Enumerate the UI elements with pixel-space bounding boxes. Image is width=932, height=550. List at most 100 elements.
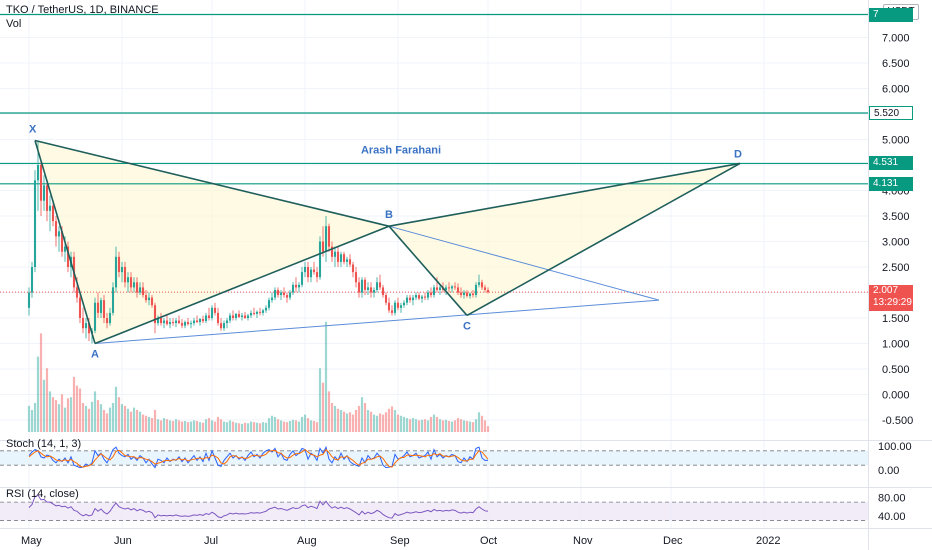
volume-bar bbox=[402, 416, 406, 432]
candle-body bbox=[423, 296, 427, 298]
horizontal-levels bbox=[0, 13, 868, 293]
volume-bar bbox=[393, 409, 397, 432]
volume-bar bbox=[150, 418, 154, 432]
candle-body bbox=[432, 287, 436, 296]
volume-bar bbox=[36, 356, 40, 432]
candle-body bbox=[468, 293, 472, 297]
symbol-title[interactable]: TKO / TetherUS, 1D, BINANCE bbox=[6, 4, 159, 16]
candle-body bbox=[252, 312, 256, 314]
volume-bar bbox=[366, 409, 370, 432]
volume-bar bbox=[360, 397, 364, 432]
candle-body bbox=[360, 279, 364, 293]
candle-body bbox=[303, 267, 307, 273]
candle-body bbox=[351, 264, 355, 273]
volume-bar bbox=[399, 415, 403, 432]
candle-body bbox=[63, 246, 67, 252]
candle-body bbox=[261, 310, 265, 313]
volume-bar bbox=[78, 388, 82, 432]
time-tick-label: Oct bbox=[480, 535, 497, 547]
volume-bar bbox=[45, 368, 49, 432]
candle-body bbox=[348, 259, 352, 265]
pattern-leg bbox=[466, 162, 741, 317]
volume-bar bbox=[417, 420, 421, 432]
candle-body bbox=[435, 287, 439, 290]
volume-bar bbox=[471, 422, 475, 432]
candle-body bbox=[225, 320, 229, 324]
volume-bar bbox=[372, 414, 376, 432]
candle-body bbox=[267, 300, 271, 308]
volume-bar bbox=[384, 412, 388, 432]
volume-bar bbox=[96, 400, 100, 432]
volume-bar bbox=[81, 403, 85, 432]
candle-body bbox=[366, 287, 370, 290]
volume-bar bbox=[252, 422, 256, 432]
time-tick-label: Sep bbox=[390, 535, 410, 547]
volume-bar bbox=[363, 403, 367, 432]
volume-bar bbox=[51, 397, 55, 432]
volume-bar bbox=[225, 422, 229, 432]
volume-bar bbox=[192, 420, 196, 432]
time-tick-label: Jun bbox=[114, 535, 132, 547]
candle-body bbox=[399, 305, 403, 308]
volume-bar bbox=[294, 420, 298, 432]
volume-bar bbox=[219, 419, 223, 432]
volume-bar bbox=[483, 420, 487, 432]
candle-body bbox=[309, 269, 313, 278]
volume-bar bbox=[168, 420, 172, 432]
candle-body bbox=[237, 313, 241, 317]
volume-bar bbox=[123, 405, 127, 432]
volume-bar bbox=[282, 421, 286, 432]
candle-body bbox=[171, 322, 175, 324]
candle-body bbox=[111, 287, 115, 313]
volume-bar bbox=[312, 420, 316, 432]
volume-bar bbox=[288, 420, 292, 432]
volume-bar bbox=[270, 415, 274, 432]
candle-body bbox=[132, 282, 136, 288]
candle-body bbox=[324, 226, 328, 252]
volume-bar bbox=[306, 418, 310, 432]
candle-body bbox=[60, 231, 64, 252]
volume-bar bbox=[342, 411, 346, 432]
candle-body bbox=[408, 297, 412, 301]
time-tick-label: Dec bbox=[663, 535, 683, 547]
candle-body bbox=[168, 322, 172, 325]
candle-body bbox=[165, 320, 169, 325]
pattern-leg bbox=[34, 140, 96, 344]
candle-body bbox=[417, 295, 421, 299]
volume-bar bbox=[207, 418, 211, 432]
candle-body bbox=[486, 289, 490, 293]
candle-body bbox=[141, 287, 145, 296]
pattern-point-label: D bbox=[734, 148, 742, 160]
candle-body bbox=[153, 305, 157, 324]
candle-body bbox=[402, 302, 406, 306]
candle-body bbox=[405, 297, 409, 303]
volume-bar bbox=[249, 421, 253, 432]
candle-body bbox=[264, 307, 268, 311]
candle-body bbox=[318, 241, 322, 278]
candle-body bbox=[117, 256, 121, 273]
candle-body bbox=[108, 312, 112, 324]
candle-body bbox=[138, 287, 142, 293]
candle-body bbox=[273, 289, 277, 298]
volume-bar bbox=[261, 422, 265, 432]
volume-bar bbox=[144, 415, 148, 432]
candle-body bbox=[381, 287, 385, 296]
volume-bar bbox=[327, 391, 331, 432]
candle-body bbox=[222, 323, 226, 329]
volume-bar bbox=[87, 408, 91, 432]
candle-body bbox=[456, 287, 460, 293]
time-tick-label: Jul bbox=[204, 535, 218, 547]
candle-body bbox=[477, 282, 481, 285]
stoch-label: Stoch (14, 1, 3) bbox=[6, 438, 82, 450]
candle-body bbox=[255, 311, 259, 314]
last-price-value: 2.007 bbox=[873, 285, 899, 297]
volume-bar bbox=[135, 409, 139, 432]
volume-bar bbox=[276, 419, 280, 432]
candle-body bbox=[270, 297, 274, 301]
volume-bar bbox=[267, 418, 271, 432]
time-tick-label: May bbox=[21, 535, 42, 547]
volume-bar bbox=[336, 408, 340, 432]
time-tick-label: Nov bbox=[573, 535, 593, 547]
volume-bar bbox=[387, 408, 391, 432]
candle-body bbox=[81, 318, 85, 329]
